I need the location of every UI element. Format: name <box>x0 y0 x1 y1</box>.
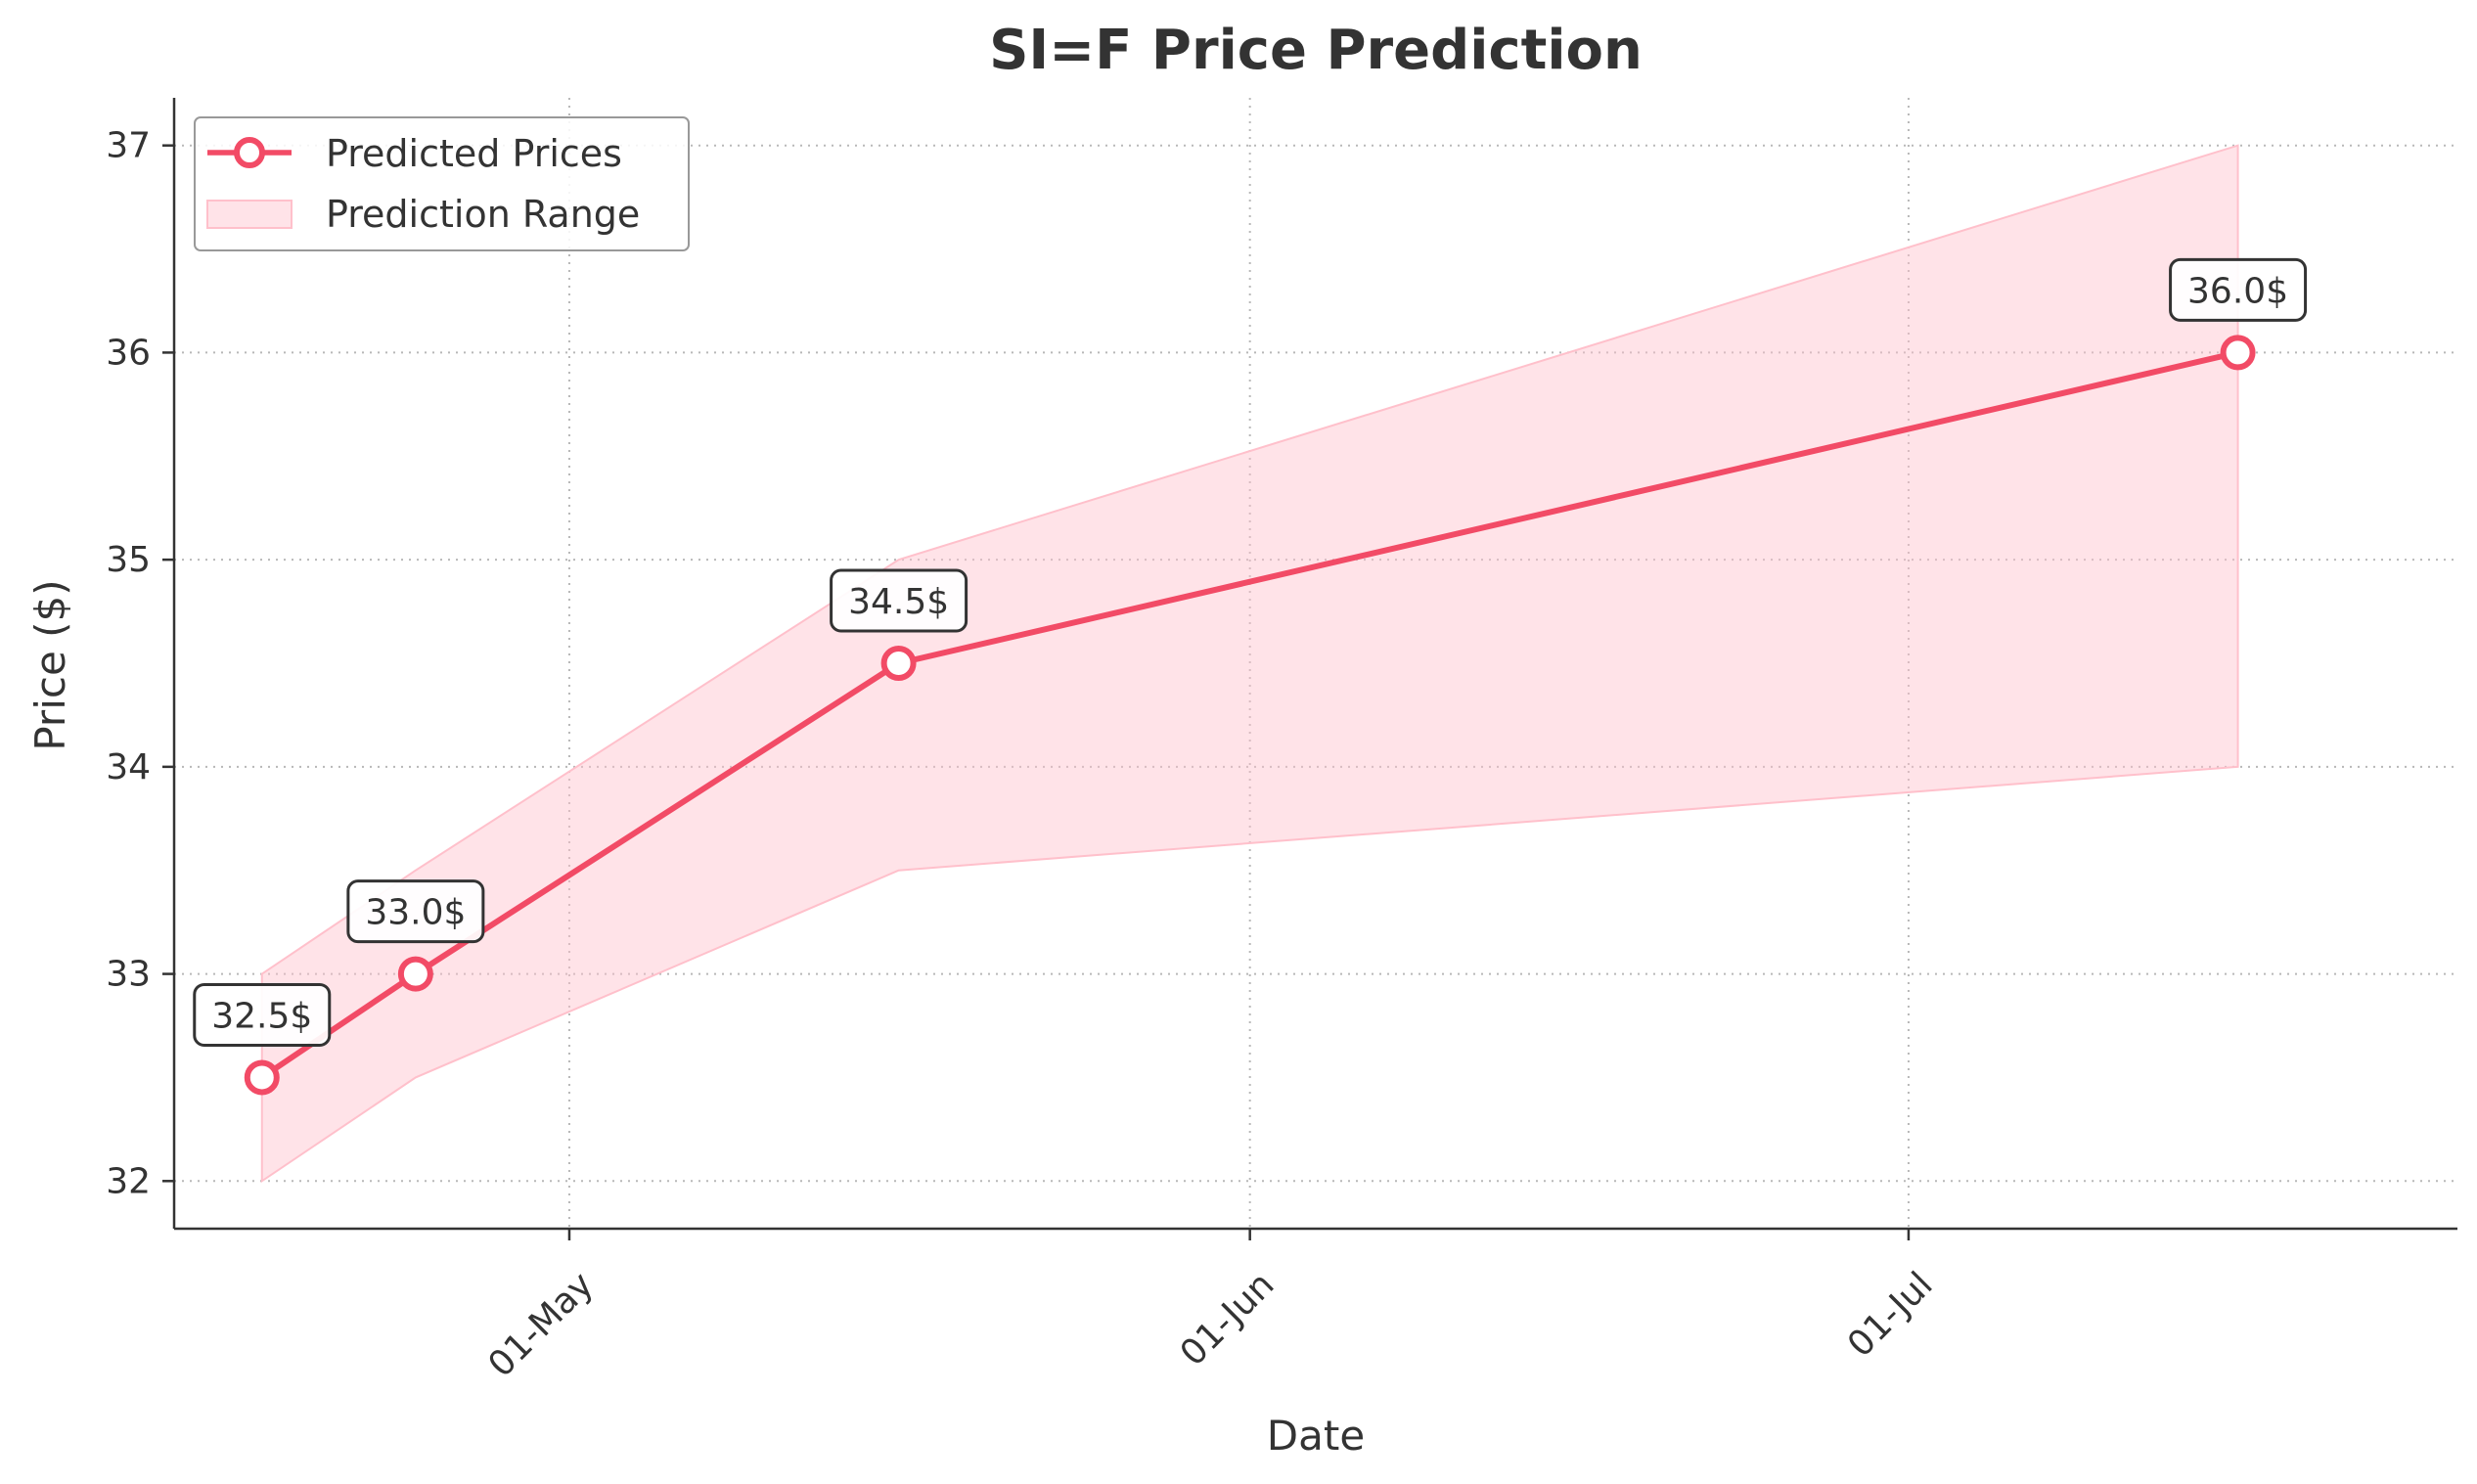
data-point <box>244 1059 280 1096</box>
y-axis-label: Price ($) <box>26 579 74 750</box>
data-label: 32.5$ <box>211 996 312 1036</box>
data-label-box <box>346 879 485 944</box>
predicted-price-line <box>260 349 2239 1080</box>
legend-label-range: Prediction Range <box>326 193 640 236</box>
y-tick-label: 34 <box>106 747 151 787</box>
prediction-range-band <box>260 144 2239 1184</box>
y-tick-label: 35 <box>106 540 151 580</box>
data-label: 33.0$ <box>365 893 466 933</box>
legend-marker-swatch <box>234 137 265 168</box>
y-ticks: 32 33 34 35 36 37 <box>106 126 174 1201</box>
prediction-range-layer <box>260 144 2239 1184</box>
data-label-box <box>2169 257 2308 322</box>
y-tick-label: 33 <box>106 955 151 995</box>
data-point <box>880 646 917 681</box>
x-tick-label: 01-Jun <box>1173 1265 1283 1374</box>
legend-label-predicted: Predicted Prices <box>326 132 622 175</box>
data-point <box>397 956 433 992</box>
y-tick-label: 36 <box>106 333 151 373</box>
legend-box <box>194 116 690 251</box>
x-axis-label: Date <box>1267 1412 1365 1460</box>
data-label: 34.5$ <box>848 582 949 622</box>
legend-band-swatch <box>206 200 293 229</box>
x-tick-label: 01-May <box>481 1265 602 1385</box>
grid <box>174 98 2457 1229</box>
y-tick-label: 37 <box>106 126 151 166</box>
axes <box>172 98 2457 1231</box>
y-tick-label: 32 <box>106 1161 151 1201</box>
x-tick-label: 01-Jul <box>1840 1265 1941 1366</box>
prediction-line-layer <box>244 335 2256 1096</box>
data-label-box <box>193 982 332 1047</box>
data-point <box>2220 335 2256 371</box>
legend: Predicted Prices Prediction Range <box>194 116 690 251</box>
chart-title: SI=F Price Prediction <box>989 19 1643 82</box>
x-ticks: 01-May 01-Jun 01-Jul <box>481 1229 1941 1385</box>
data-label: 36.0$ <box>2187 271 2288 311</box>
data-label-layer: 32.5$ 33.0$ 34.5$ 36.0$ <box>193 257 2308 1047</box>
data-label-box <box>830 568 968 633</box>
